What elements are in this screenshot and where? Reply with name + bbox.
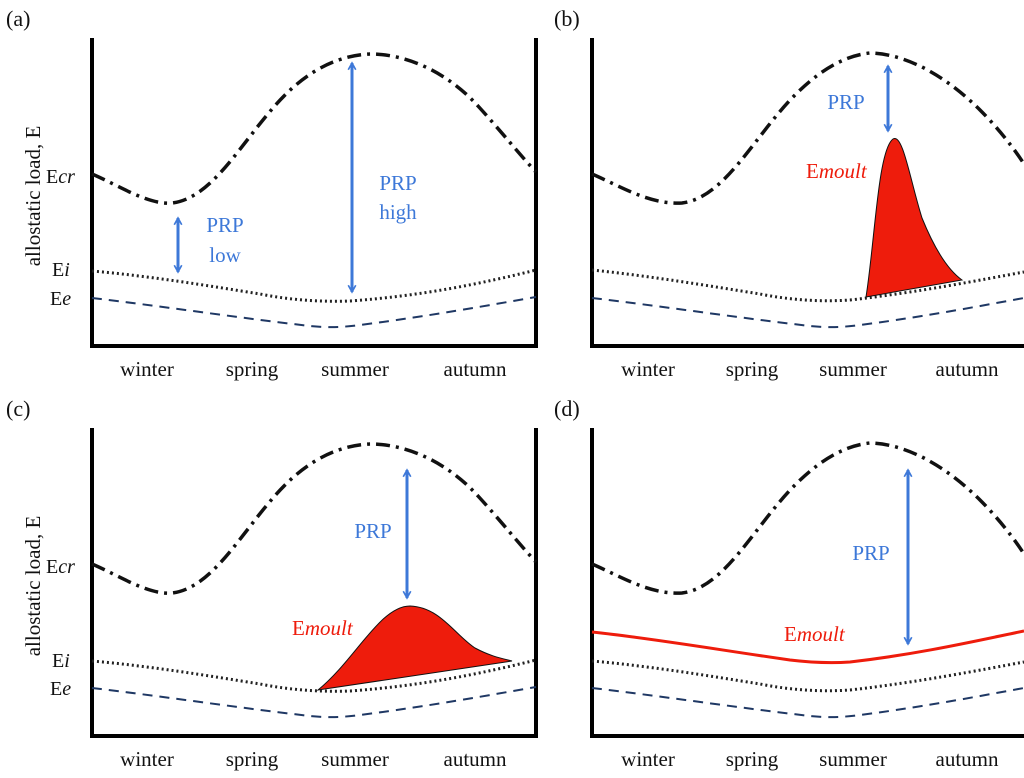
panel-b-label: (b) — [554, 6, 580, 31]
ee-label: Ee — [50, 288, 71, 310]
ecr-curve — [591, 51, 1024, 205]
tick-autumn: autumn — [936, 357, 999, 381]
ee-curve — [91, 686, 537, 719]
x-ticks-c: winter spring summer autumn — [120, 747, 507, 771]
tick-winter: winter — [621, 747, 675, 771]
ee-curve — [91, 296, 537, 329]
tick-winter: winter — [120, 747, 174, 771]
panel-a-label: (a) — [6, 6, 30, 31]
ecr-curve — [91, 442, 538, 595]
ecr-curve — [91, 52, 538, 205]
panel-a-frame — [90, 38, 538, 348]
ee-curve — [591, 687, 1024, 719]
ei-curve — [91, 268, 537, 303]
panel-c-label: (c) — [6, 396, 30, 421]
x-ticks-d: winter spring summer autumn — [621, 747, 999, 771]
panel-d: (d) PRP Emoult winter spring summer autu… — [554, 396, 1024, 771]
ee-label: Ee — [50, 678, 71, 700]
ei-curve — [591, 659, 1024, 693]
tick-summer: summer — [321, 747, 389, 771]
tick-spring: spring — [726, 357, 779, 381]
moult-line — [591, 629, 1024, 665]
prp-label: PRP — [852, 541, 889, 565]
prp-low-label: PRP — [206, 213, 243, 237]
panel-c: (c) allostatic load, E Ecr Ei Ee PRP Emo… — [6, 396, 538, 771]
x-ticks-a: winter spring summer autumn — [120, 357, 507, 381]
panel-b: (b) PRP Emoult winter spring summer autu… — [554, 6, 1024, 381]
ecr-label: Ecr — [46, 556, 75, 578]
panel-d-frame — [590, 428, 1024, 738]
prp-high-sublabel: high — [379, 200, 417, 224]
ee-curve — [591, 297, 1024, 329]
tick-autumn: autumn — [936, 747, 999, 771]
tick-winter: winter — [621, 357, 675, 381]
moult-label: Emoult — [784, 622, 846, 646]
panel-a: (a) allostatic load, E Ecr Ei Ee PRP low… — [6, 6, 538, 381]
y-axis-label: allostatic load, E — [21, 516, 45, 657]
prp-high-label: PRP — [379, 171, 416, 195]
prp-label: PRP — [827, 90, 864, 114]
ei-curve — [91, 658, 537, 693]
tick-autumn: autumn — [444, 357, 507, 381]
ei-label: Ei — [52, 259, 70, 281]
prp-low-sublabel: low — [209, 243, 241, 267]
x-ticks-b: winter spring summer autumn — [621, 357, 999, 381]
tick-autumn: autumn — [444, 747, 507, 771]
panel-c-frame — [90, 428, 538, 738]
ei-label: Ei — [52, 650, 70, 672]
y-axis-label: allostatic load, E — [21, 126, 45, 267]
prp-label: PRP — [354, 519, 391, 543]
tick-spring: spring — [226, 747, 279, 771]
moult-label: Emoult — [806, 159, 868, 183]
moult-peak — [316, 605, 513, 691]
tick-summer: summer — [321, 357, 389, 381]
moult-peak — [865, 138, 964, 298]
tick-winter: winter — [120, 357, 174, 381]
tick-summer: summer — [819, 747, 887, 771]
tick-summer: summer — [819, 357, 887, 381]
panel-b-frame — [590, 38, 1024, 348]
panel-d-label: (d) — [554, 396, 580, 421]
tick-spring: spring — [226, 357, 279, 381]
ei-curve — [591, 268, 1024, 303]
ecr-curve — [591, 441, 1024, 595]
moult-label: Emoult — [292, 616, 354, 640]
ecr-label: Ecr — [46, 166, 75, 188]
tick-spring: spring — [726, 747, 779, 771]
